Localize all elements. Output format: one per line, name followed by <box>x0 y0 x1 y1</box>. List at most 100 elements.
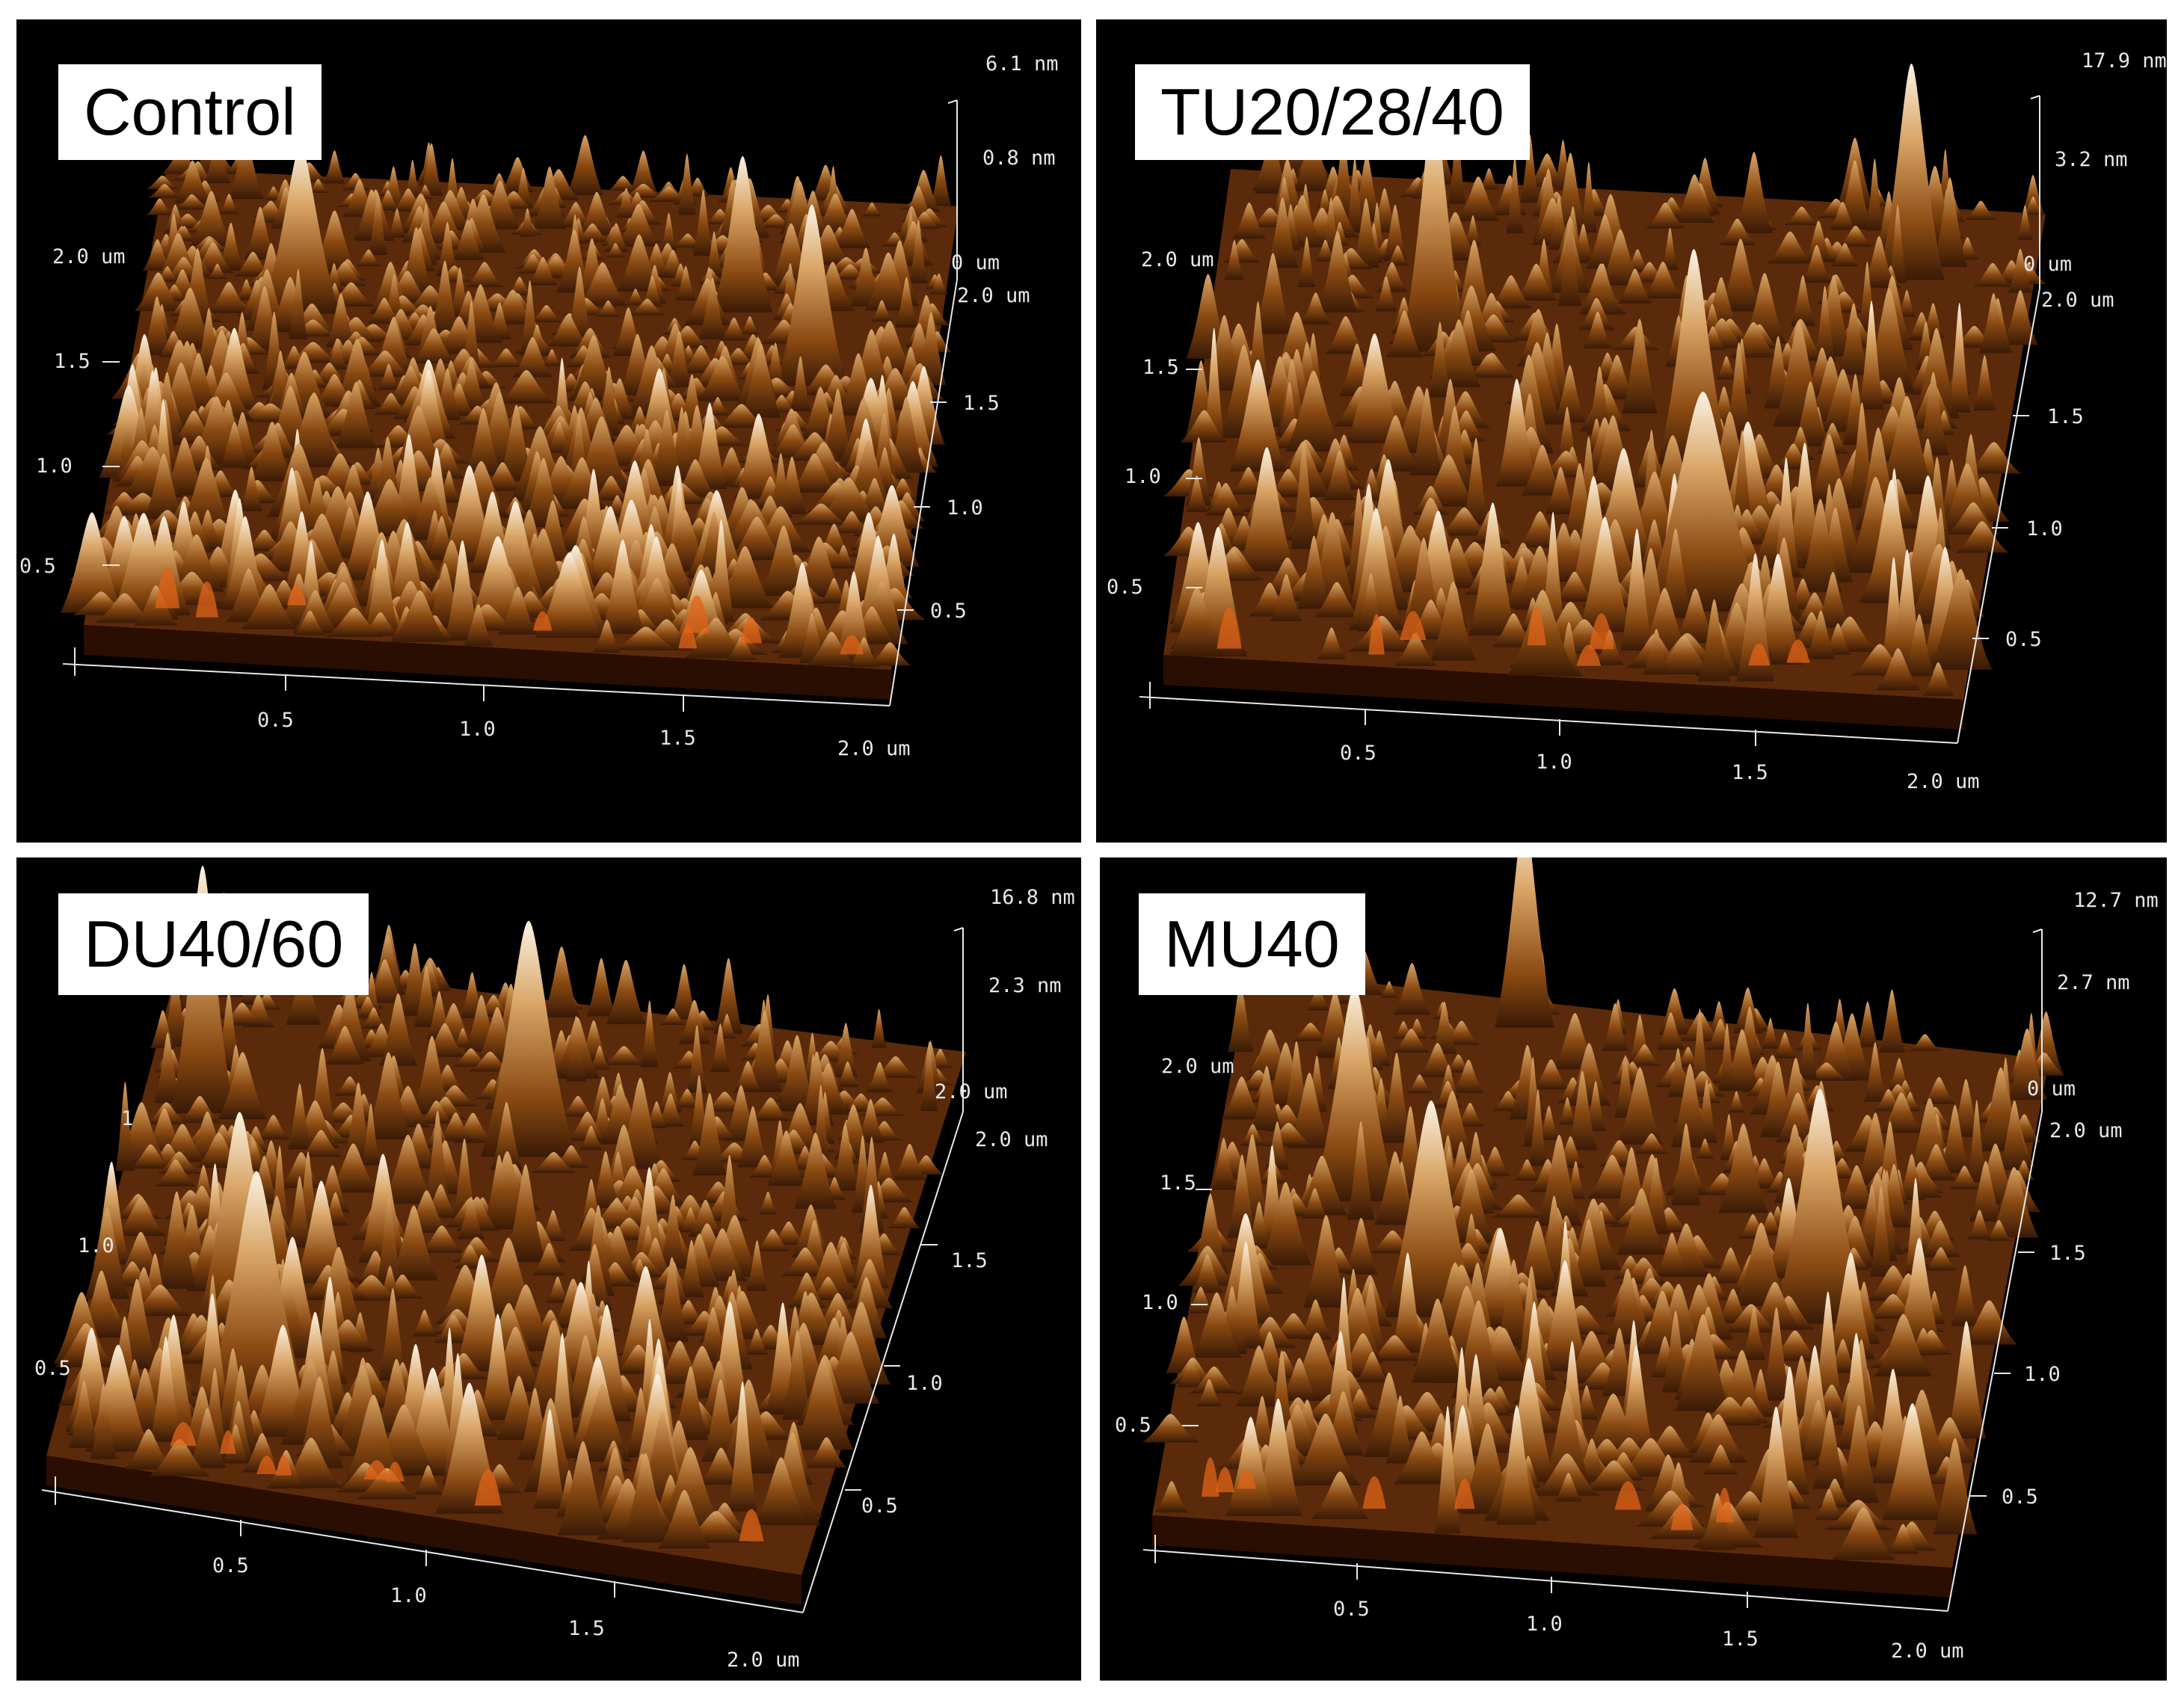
surface-peak <box>578 191 615 235</box>
right-tick-label: 0.5 <box>861 1494 898 1518</box>
surface-peak <box>1775 1092 1820 1142</box>
surface-peak <box>859 1136 885 1233</box>
surface-peak <box>1430 581 1476 661</box>
surface-peak <box>1259 1182 1311 1266</box>
surface-peak <box>1688 1414 1749 1463</box>
surface-peak <box>1815 1488 1844 1521</box>
surface-peak <box>929 273 948 295</box>
surface-peak <box>1293 130 1333 191</box>
surface-peak <box>1718 218 1756 246</box>
surface-peak <box>375 1195 402 1287</box>
y-tick-label: 1.5 <box>54 350 90 373</box>
surface-peak <box>146 175 179 189</box>
surface-peak <box>794 1133 837 1209</box>
surface-peak <box>566 135 604 195</box>
surface-peak <box>244 206 276 259</box>
afm-surface-mu: 12.7 nm 2.7 nm 0 um 2.0 um 1.5 1.0 0.5 0… <box>1115 857 2159 1663</box>
y-tick-label: 0.5 <box>1115 1414 1151 1437</box>
surface-peak <box>412 1035 452 1115</box>
surface-peak <box>490 1102 523 1171</box>
surface-peak <box>772 1221 806 1245</box>
surface-peak <box>1882 1403 1943 1521</box>
surface-peak <box>286 1176 313 1248</box>
surface-highlight <box>1786 639 1810 663</box>
surface-peak <box>1392 1028 1430 1053</box>
surface-peak <box>866 1062 893 1093</box>
surface-peak <box>1391 1252 1424 1353</box>
z-axis-tick <box>2032 929 2043 933</box>
surface-peak <box>1177 1358 1205 1388</box>
surface-peak <box>849 637 879 668</box>
surface-peak <box>307 179 329 194</box>
surface-peak <box>1225 1417 1276 1516</box>
surface-peak <box>547 314 590 347</box>
surface-peak <box>323 150 346 184</box>
surface-peak <box>1762 1017 1779 1049</box>
surface-peak <box>1877 395 1937 494</box>
surface-peak <box>1528 1089 1548 1166</box>
surface-peak <box>857 1099 885 1143</box>
surface-peak <box>379 993 417 1066</box>
surface-peak <box>769 453 793 517</box>
right-axis-line <box>889 279 958 706</box>
surface-peak <box>1520 134 1540 203</box>
y-tick-label: 2.0 um <box>1161 1055 1234 1078</box>
x-tick-label: 1.5 <box>1732 761 1768 784</box>
surface-peak <box>1838 303 1869 375</box>
surface-peak <box>760 525 808 597</box>
surface-peak <box>1774 1032 1796 1059</box>
surface-peak <box>386 522 428 612</box>
surface-peak <box>1618 268 1652 304</box>
surface-peak <box>1698 1396 1762 1426</box>
surface-peak <box>1674 174 1714 224</box>
surface-peak <box>1301 1188 1329 1219</box>
surface-peak <box>642 275 663 307</box>
surface-peak <box>1889 204 1907 283</box>
surface-peak <box>605 243 626 258</box>
surface-peak <box>1690 1008 1710 1090</box>
surface-peak <box>250 421 294 481</box>
surface-peak <box>1619 1257 1669 1284</box>
surface-peak <box>1539 1106 1560 1140</box>
surface-peak <box>341 1394 406 1491</box>
surface-peak <box>1191 1292 1242 1358</box>
surface-peak <box>1863 1042 1886 1102</box>
surface-peak <box>1606 1268 1649 1344</box>
surface-peak <box>154 1032 182 1103</box>
surface-peak <box>530 305 563 322</box>
surface-layer <box>1142 857 2065 1598</box>
surface-peak <box>218 222 244 271</box>
surface-peak <box>234 251 272 277</box>
z-tick-label: 16.8 nm <box>990 886 1075 909</box>
front-axis-line <box>1142 1549 1948 1612</box>
surface-peak <box>1407 1074 1433 1094</box>
x-tick-label: 1.5 <box>1722 1628 1759 1651</box>
surface-peak <box>260 145 341 314</box>
surface-peak <box>90 1384 117 1459</box>
surface-peak <box>781 1247 829 1276</box>
surface-peak <box>388 208 406 238</box>
surface-peak <box>697 356 748 401</box>
right-tick-label: 2.0 um <box>2041 289 2114 312</box>
surface-layer <box>46 866 966 1605</box>
surface-peak <box>1723 1304 1780 1333</box>
surface-peak <box>1661 1311 1690 1393</box>
surface-peak <box>656 1447 725 1532</box>
surface-peak <box>289 268 308 339</box>
surface-peak <box>1570 1219 1607 1287</box>
surface-peak <box>1346 157 1364 233</box>
afm-panel-mu: 12.7 nm 2.7 nm 0 um 2.0 um 1.5 1.0 0.5 0… <box>1100 857 2167 1681</box>
surface-peak <box>1874 1314 1933 1377</box>
surface-peak <box>411 328 457 364</box>
y-tick-label: 1.0 <box>1125 465 1161 488</box>
surface-peak <box>1554 1473 1583 1502</box>
afm-panel-du: 16.8 nm 2.3 nm 2.0 um 1 1.0 0.5 0.5 1.0 … <box>16 857 1081 1681</box>
surface-peak <box>1661 227 1679 270</box>
surface-peak <box>1154 1481 1189 1513</box>
z-tick-label: 17.9 nm <box>2082 49 2167 73</box>
surface-peak <box>710 1023 730 1072</box>
x-tick-label: 1.0 <box>390 1584 427 1607</box>
surface-peak <box>674 1088 701 1108</box>
surface-peak <box>1790 275 1815 327</box>
surface-peak <box>1634 1133 1669 1154</box>
